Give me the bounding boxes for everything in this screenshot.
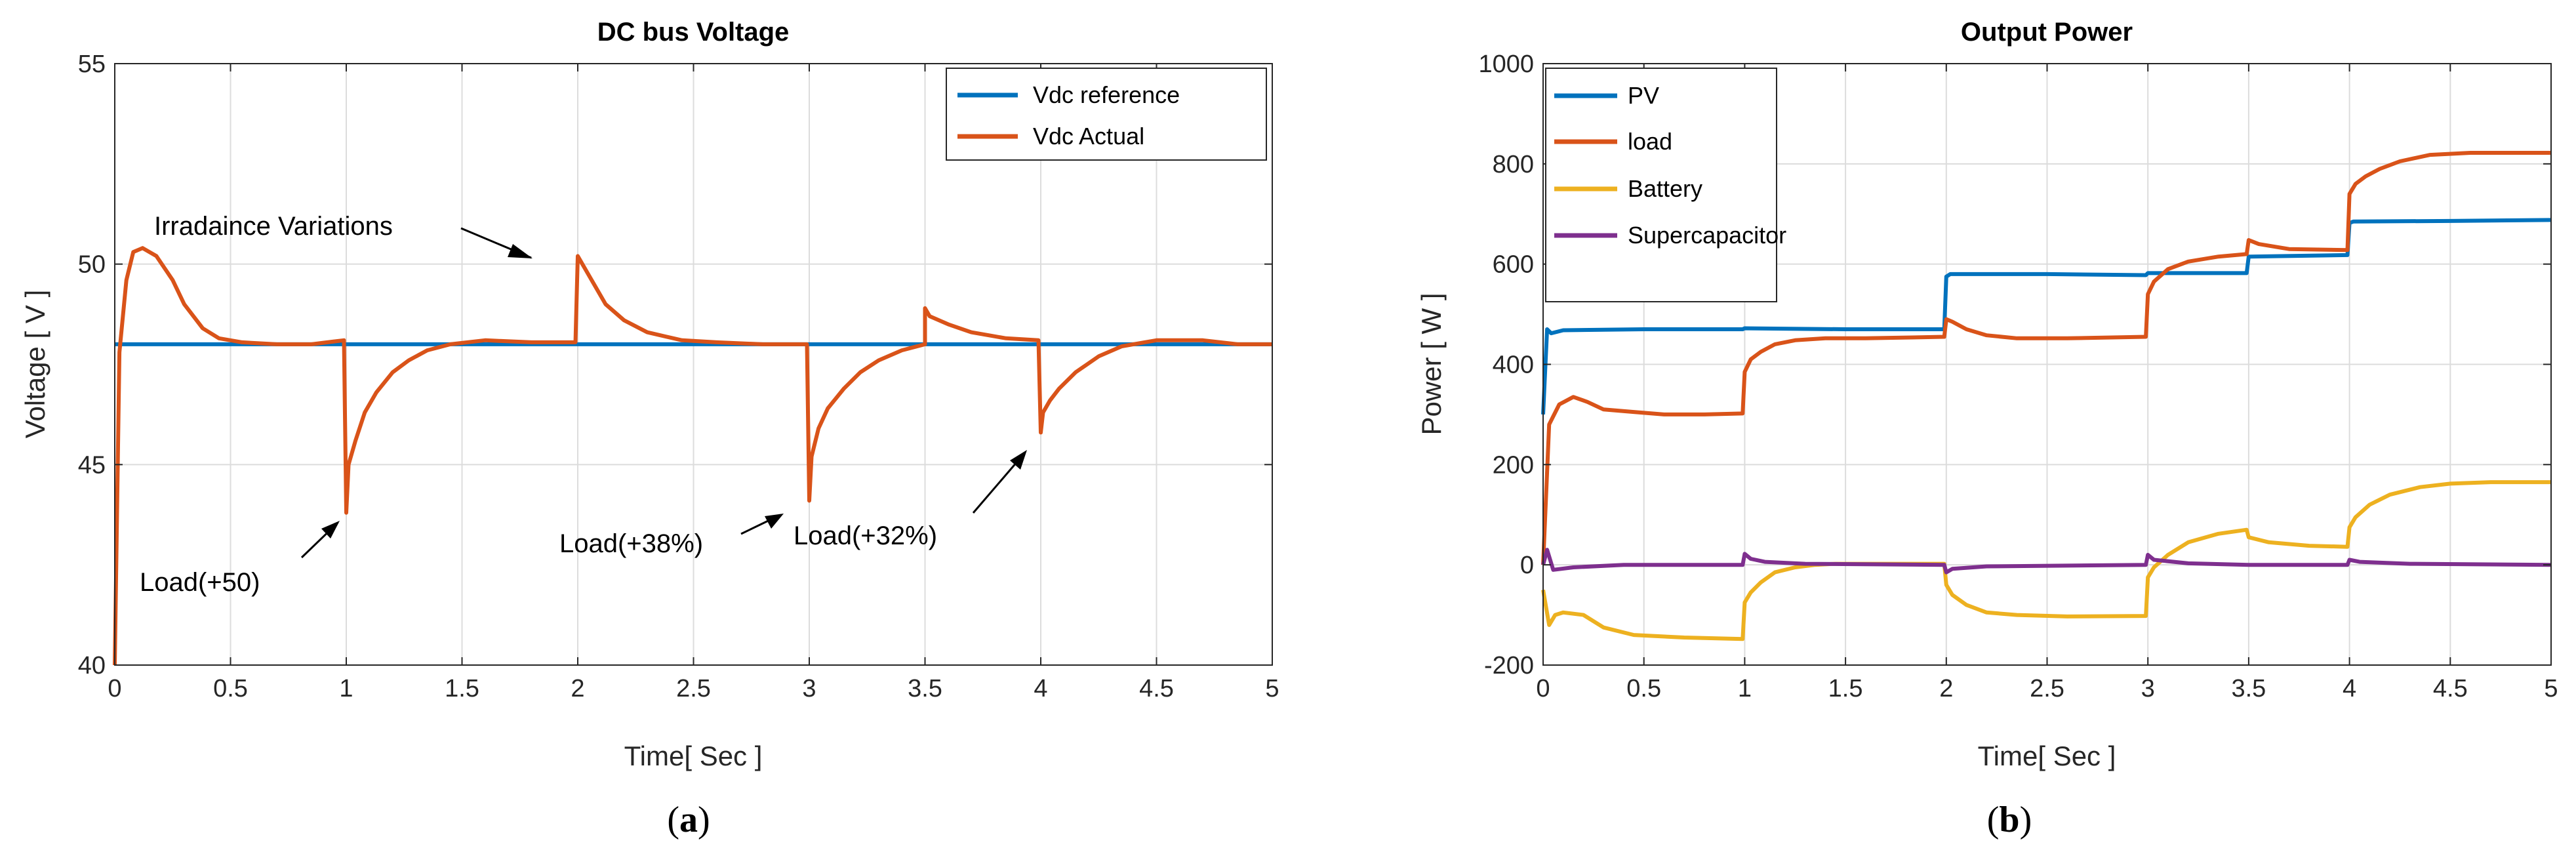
chart-a-xlabel: Time[ Sec ] [624,740,763,771]
chart-b-ylabel: Power [ W ] [1416,293,1447,435]
chart-b-xtick-label: 3 [2141,675,2155,702]
chart-b-xtick-label: 5 [2544,675,2558,702]
chart-b-xtick-label: 2 [1939,675,1953,702]
chart-b-ytick-label: 200 [1493,451,1534,479]
arrowhead-load-32 [1010,450,1027,470]
chart-a-series-vdc-actual [113,246,1272,666]
chart-a-ytick-label: 40 [78,652,106,680]
chart-a-xtick-label: 0 [108,675,121,702]
chart-a-xtick-label: 4.5 [1139,675,1174,702]
arrowhead-load-38 [765,514,784,529]
chart-b-ytick-label: -200 [1484,652,1534,680]
chart-a-title: DC bus Voltage [597,18,790,47]
chart-a-legend: Vdc reference Vdc Actual [946,68,1267,161]
chart-a-xtick-label: 1 [339,675,353,702]
legend-a-vdc-actual-label: Vdc Actual [1033,123,1144,150]
arrowhead-load-50 [321,521,340,538]
chart-b-ytick-label: 0 [1520,552,1534,579]
chart-a-xtick-label: 2 [571,675,584,702]
panel-label-b: (b) [1987,800,2032,840]
chart-b-xtick-label: 1 [1738,675,1752,702]
chart-b-ticks: 0 0.5 1 1.5 2 2.5 3 3.5 4 4.5 5-200020040060080010… [1478,51,2558,702]
chart-b-xlabel: Time[ Sec ] [1978,740,2116,771]
chart-b-series [1541,151,2552,641]
annotation-load-38: Load(+38%) [559,529,703,558]
chart-a-ytick-label: 50 [78,251,106,279]
chart-a-series [113,246,1272,666]
chart-b-title: Output Power [1961,18,2133,47]
chart-b-ytick-label: 400 [1493,352,1534,379]
arrowhead-irradiance [508,244,533,258]
chart-a-xtick-label: 4 [1034,675,1047,702]
chart-a-xtick-label: 2.5 [676,675,711,702]
legend-b-pv-label: PV [1628,82,1659,109]
chart-a-xtick-label: 1.5 [445,675,479,702]
chart-a-xtick-label: 3 [802,675,816,702]
chart-b-xtick-label: 4 [2343,675,2356,702]
chart-b-series-load [1541,151,2551,565]
chart-b-ytick-label: 1000 [1478,51,1534,78]
legend-b-supercapacitor-label: Supercapacitor [1628,222,1786,249]
chart-b: 0 0.5 1 1.5 2 2.5 3 3.5 4 4.5 5-200020040060080010… [1416,18,2558,840]
chart-b-series-battery [1541,480,2551,641]
annotation-load-32: Load(+32%) [794,521,937,550]
chart-b-ytick-label: 800 [1493,151,1534,178]
panel-label-a: (a) [667,800,710,840]
chart-a-annotations: Irradaince Variations Load(+50) Load(+38… [140,212,1027,597]
chart-a-xtick-label: 5 [1265,675,1279,702]
annotation-irradiance: Irradaince Variations [154,212,393,241]
chart-b-xtick-label: 3.5 [2231,675,2266,702]
chart-a-ytick-label: 45 [78,451,106,479]
chart-a-ytick-label: 55 [78,51,106,78]
chart-a-xtick-label: 0.5 [213,675,248,702]
chart-b-ytick-label: 600 [1493,251,1534,279]
chart-a-xtick-label: 3.5 [908,675,942,702]
chart-a: 0 0.5 1 1.5 2 2.5 3 3.5 4 4.5 5 40 45 50 55 DC bus Vol… [20,18,1279,840]
chart-b-xtick-label: 1.5 [1828,675,1863,702]
chart-b-legend: PV load Battery Supercapacitor [1545,68,1786,302]
legend-a-vdc-reference-label: Vdc reference [1033,81,1180,108]
chart-a-ylabel: Voltage [ V ] [20,290,50,439]
legend-b-battery-label: Battery [1628,175,1702,202]
chart-b-xtick-label: 4.5 [2433,675,2468,702]
chart-a-ticks: 0 0.5 1 1.5 2 2.5 3 3.5 4 4.5 5 40 45 50 55 [78,51,1279,702]
chart-b-xtick-label: 0 [1536,675,1550,702]
chart-b-xtick-label: 2.5 [2030,675,2064,702]
annotation-load-50: Load(+50) [140,568,260,597]
legend-b-load-label: load [1628,128,1672,155]
chart-b-series-supercapacitor [1541,548,2552,575]
chart-b-xtick-label: 0.5 [1626,675,1661,702]
